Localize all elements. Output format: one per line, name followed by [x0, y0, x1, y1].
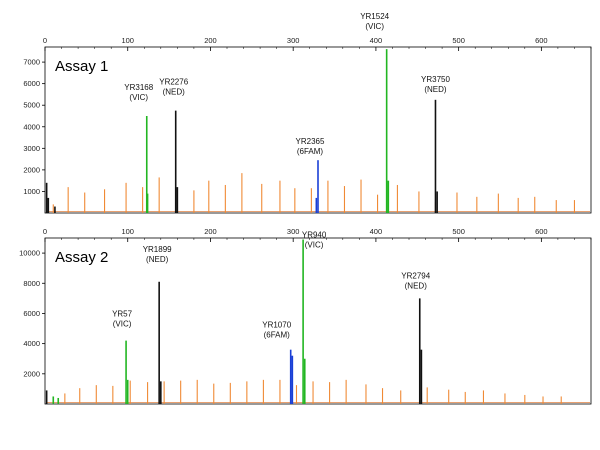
peak-label-name: YR940 — [302, 231, 327, 240]
x-tick-label: 600 — [535, 36, 548, 45]
y-tick-label: 2000 — [23, 369, 40, 378]
y-tick-label: 7000 — [23, 58, 40, 67]
peak-label-dye: (VIC) — [305, 241, 324, 250]
y-tick-label: 5000 — [23, 101, 40, 110]
peak-label-name: YR2794 — [401, 271, 430, 280]
peak-label-dye: (NED) — [405, 281, 428, 290]
x-tick-label: 400 — [370, 227, 383, 236]
peak-label-dye: (NED) — [424, 85, 447, 94]
peak-label-name: YR1899 — [143, 245, 172, 254]
y-tick-label: 6000 — [23, 79, 40, 88]
y-tick-label: 1000 — [23, 187, 40, 196]
x-tick-label: 300 — [287, 227, 300, 236]
peak-label-dye: (VIC) — [365, 22, 384, 31]
peak-label-name: YR1524 — [360, 12, 389, 21]
peak-label-name: YR3750 — [421, 75, 450, 84]
x-tick-label: 200 — [204, 36, 217, 45]
peak-label-dye: (NED) — [163, 88, 186, 97]
y-tick-label: 8000 — [23, 279, 40, 288]
peak-label-name: YR57 — [112, 310, 133, 319]
peak-label-name: YR2365 — [296, 137, 325, 146]
peak-label-name: YR1070 — [262, 321, 291, 330]
peak-label-dye: (6FAM) — [297, 147, 324, 156]
y-tick-label: 2000 — [23, 165, 40, 174]
peak-label-name: YR2276 — [159, 78, 188, 87]
x-tick-label: 100 — [121, 227, 134, 236]
y-tick-label: 6000 — [23, 309, 40, 318]
x-tick-label: 200 — [204, 227, 217, 236]
peak-label-name: YR3168 — [124, 83, 153, 92]
plot-frame — [44, 237, 592, 405]
y-tick-label: 3000 — [23, 144, 40, 153]
x-tick-label: 400 — [370, 36, 383, 45]
panel-title: Assay 1 — [55, 58, 108, 75]
y-tick-label: 4000 — [23, 339, 40, 348]
x-tick-label: 500 — [452, 36, 465, 45]
peak-label-dye: (NED) — [146, 255, 169, 264]
peak-label-dye: (6FAM) — [264, 331, 291, 340]
chart-panel-1: 0 100 200 300 400 500 600 1000 2000 3000 4000 5000 6… — [23, 12, 592, 214]
peak-label-dye: (VIC) — [113, 320, 132, 329]
x-tick-label: 500 — [452, 227, 465, 236]
panel-title: Assay 2 — [55, 249, 108, 266]
x-tick-label: 0 — [43, 36, 47, 45]
x-tick-label: 100 — [121, 36, 134, 45]
x-tick-label: 600 — [535, 227, 548, 236]
x-tick-label: 0 — [43, 227, 47, 236]
peak-label-dye: (VIC) — [129, 93, 148, 102]
y-tick-label: 10000 — [19, 249, 40, 258]
x-tick-label: 300 — [287, 36, 300, 45]
chart-panel-2: 0 100 200 300 400 500 600 2000 4000 6000 8000 10000… — [19, 227, 592, 405]
y-tick-label: 4000 — [23, 122, 40, 131]
